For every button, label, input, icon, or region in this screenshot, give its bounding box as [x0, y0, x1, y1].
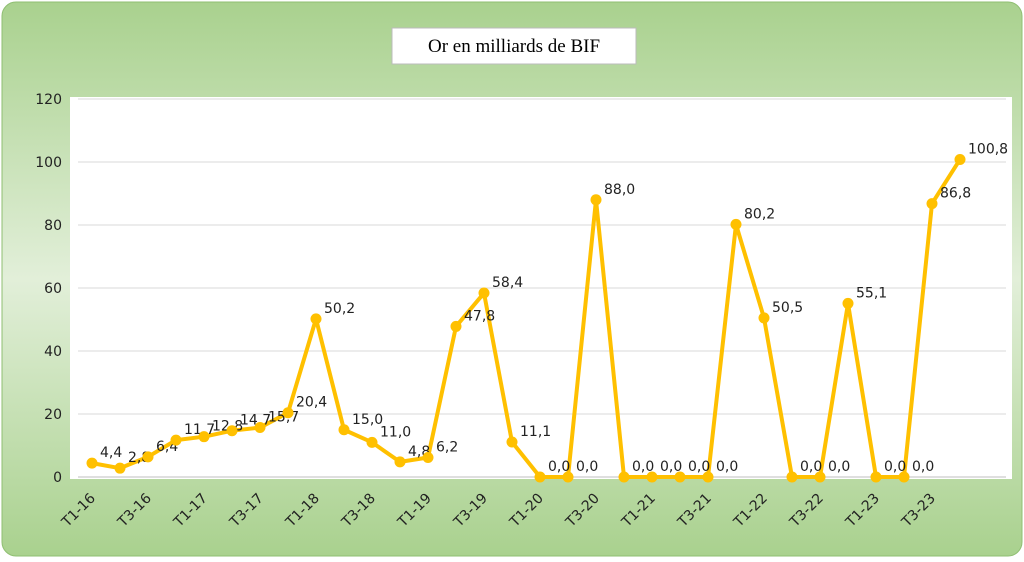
data-label: 50,2 [324, 301, 355, 317]
data-point [898, 471, 910, 483]
y-tick-label: 80 [44, 218, 62, 234]
data-point [926, 198, 938, 210]
data-point [674, 471, 686, 483]
data-point [702, 471, 714, 483]
data-label: 47,8 [464, 308, 495, 324]
data-point [422, 451, 434, 463]
data-point [562, 471, 574, 483]
data-point [310, 313, 322, 325]
data-point [618, 471, 630, 483]
y-tick-label: 120 [35, 92, 62, 108]
data-point [842, 297, 854, 309]
data-label: 0,0 [660, 459, 682, 475]
data-point [954, 153, 966, 165]
y-tick-label: 100 [35, 155, 62, 171]
data-label: 50,5 [772, 300, 803, 316]
data-label: 0,0 [884, 459, 906, 475]
data-point [170, 434, 182, 446]
data-label: 0,0 [688, 459, 710, 475]
data-label: 58,4 [492, 275, 523, 291]
data-point [282, 407, 294, 419]
data-label: 80,2 [744, 206, 775, 222]
y-tick-label: 40 [44, 344, 62, 360]
data-label: 0,0 [828, 459, 850, 475]
data-point [114, 462, 126, 474]
data-point [394, 456, 406, 468]
data-point [590, 194, 602, 206]
data-point [254, 422, 266, 434]
data-point [870, 471, 882, 483]
data-point [730, 218, 742, 230]
data-label: 86,8 [940, 186, 971, 202]
data-label: 6,2 [436, 439, 458, 455]
data-label: 0,0 [912, 459, 934, 475]
data-point [142, 451, 154, 463]
data-point [534, 471, 546, 483]
data-point [814, 471, 826, 483]
data-label: 0,0 [800, 459, 822, 475]
y-tick-label: 20 [44, 407, 62, 423]
y-tick-label: 0 [53, 470, 62, 486]
data-label: 4,4 [100, 445, 122, 461]
data-label: 11,1 [520, 424, 551, 440]
data-point [786, 471, 798, 483]
y-tick-label: 60 [44, 281, 62, 297]
data-point [86, 457, 98, 469]
data-label: 0,0 [548, 459, 570, 475]
data-point [506, 436, 518, 448]
data-point [646, 471, 658, 483]
data-label: 0,0 [632, 459, 654, 475]
data-point [478, 287, 490, 299]
data-label: 11,0 [380, 424, 411, 440]
data-label: 88,0 [604, 182, 635, 198]
data-label: 0,0 [716, 459, 738, 475]
data-point [198, 431, 210, 443]
data-point [338, 424, 350, 436]
data-point [226, 425, 238, 437]
data-point [366, 436, 378, 448]
data-label: 0,0 [576, 459, 598, 475]
chart-title: Or en milliards de BIF [428, 36, 600, 57]
title-box [391, 27, 637, 65]
data-point [758, 312, 770, 324]
data-label: 20,4 [296, 395, 327, 411]
data-label: 15,0 [352, 412, 383, 428]
data-point [450, 320, 462, 332]
data-label: 55,1 [856, 285, 887, 301]
data-label: 100,8 [968, 141, 1008, 157]
